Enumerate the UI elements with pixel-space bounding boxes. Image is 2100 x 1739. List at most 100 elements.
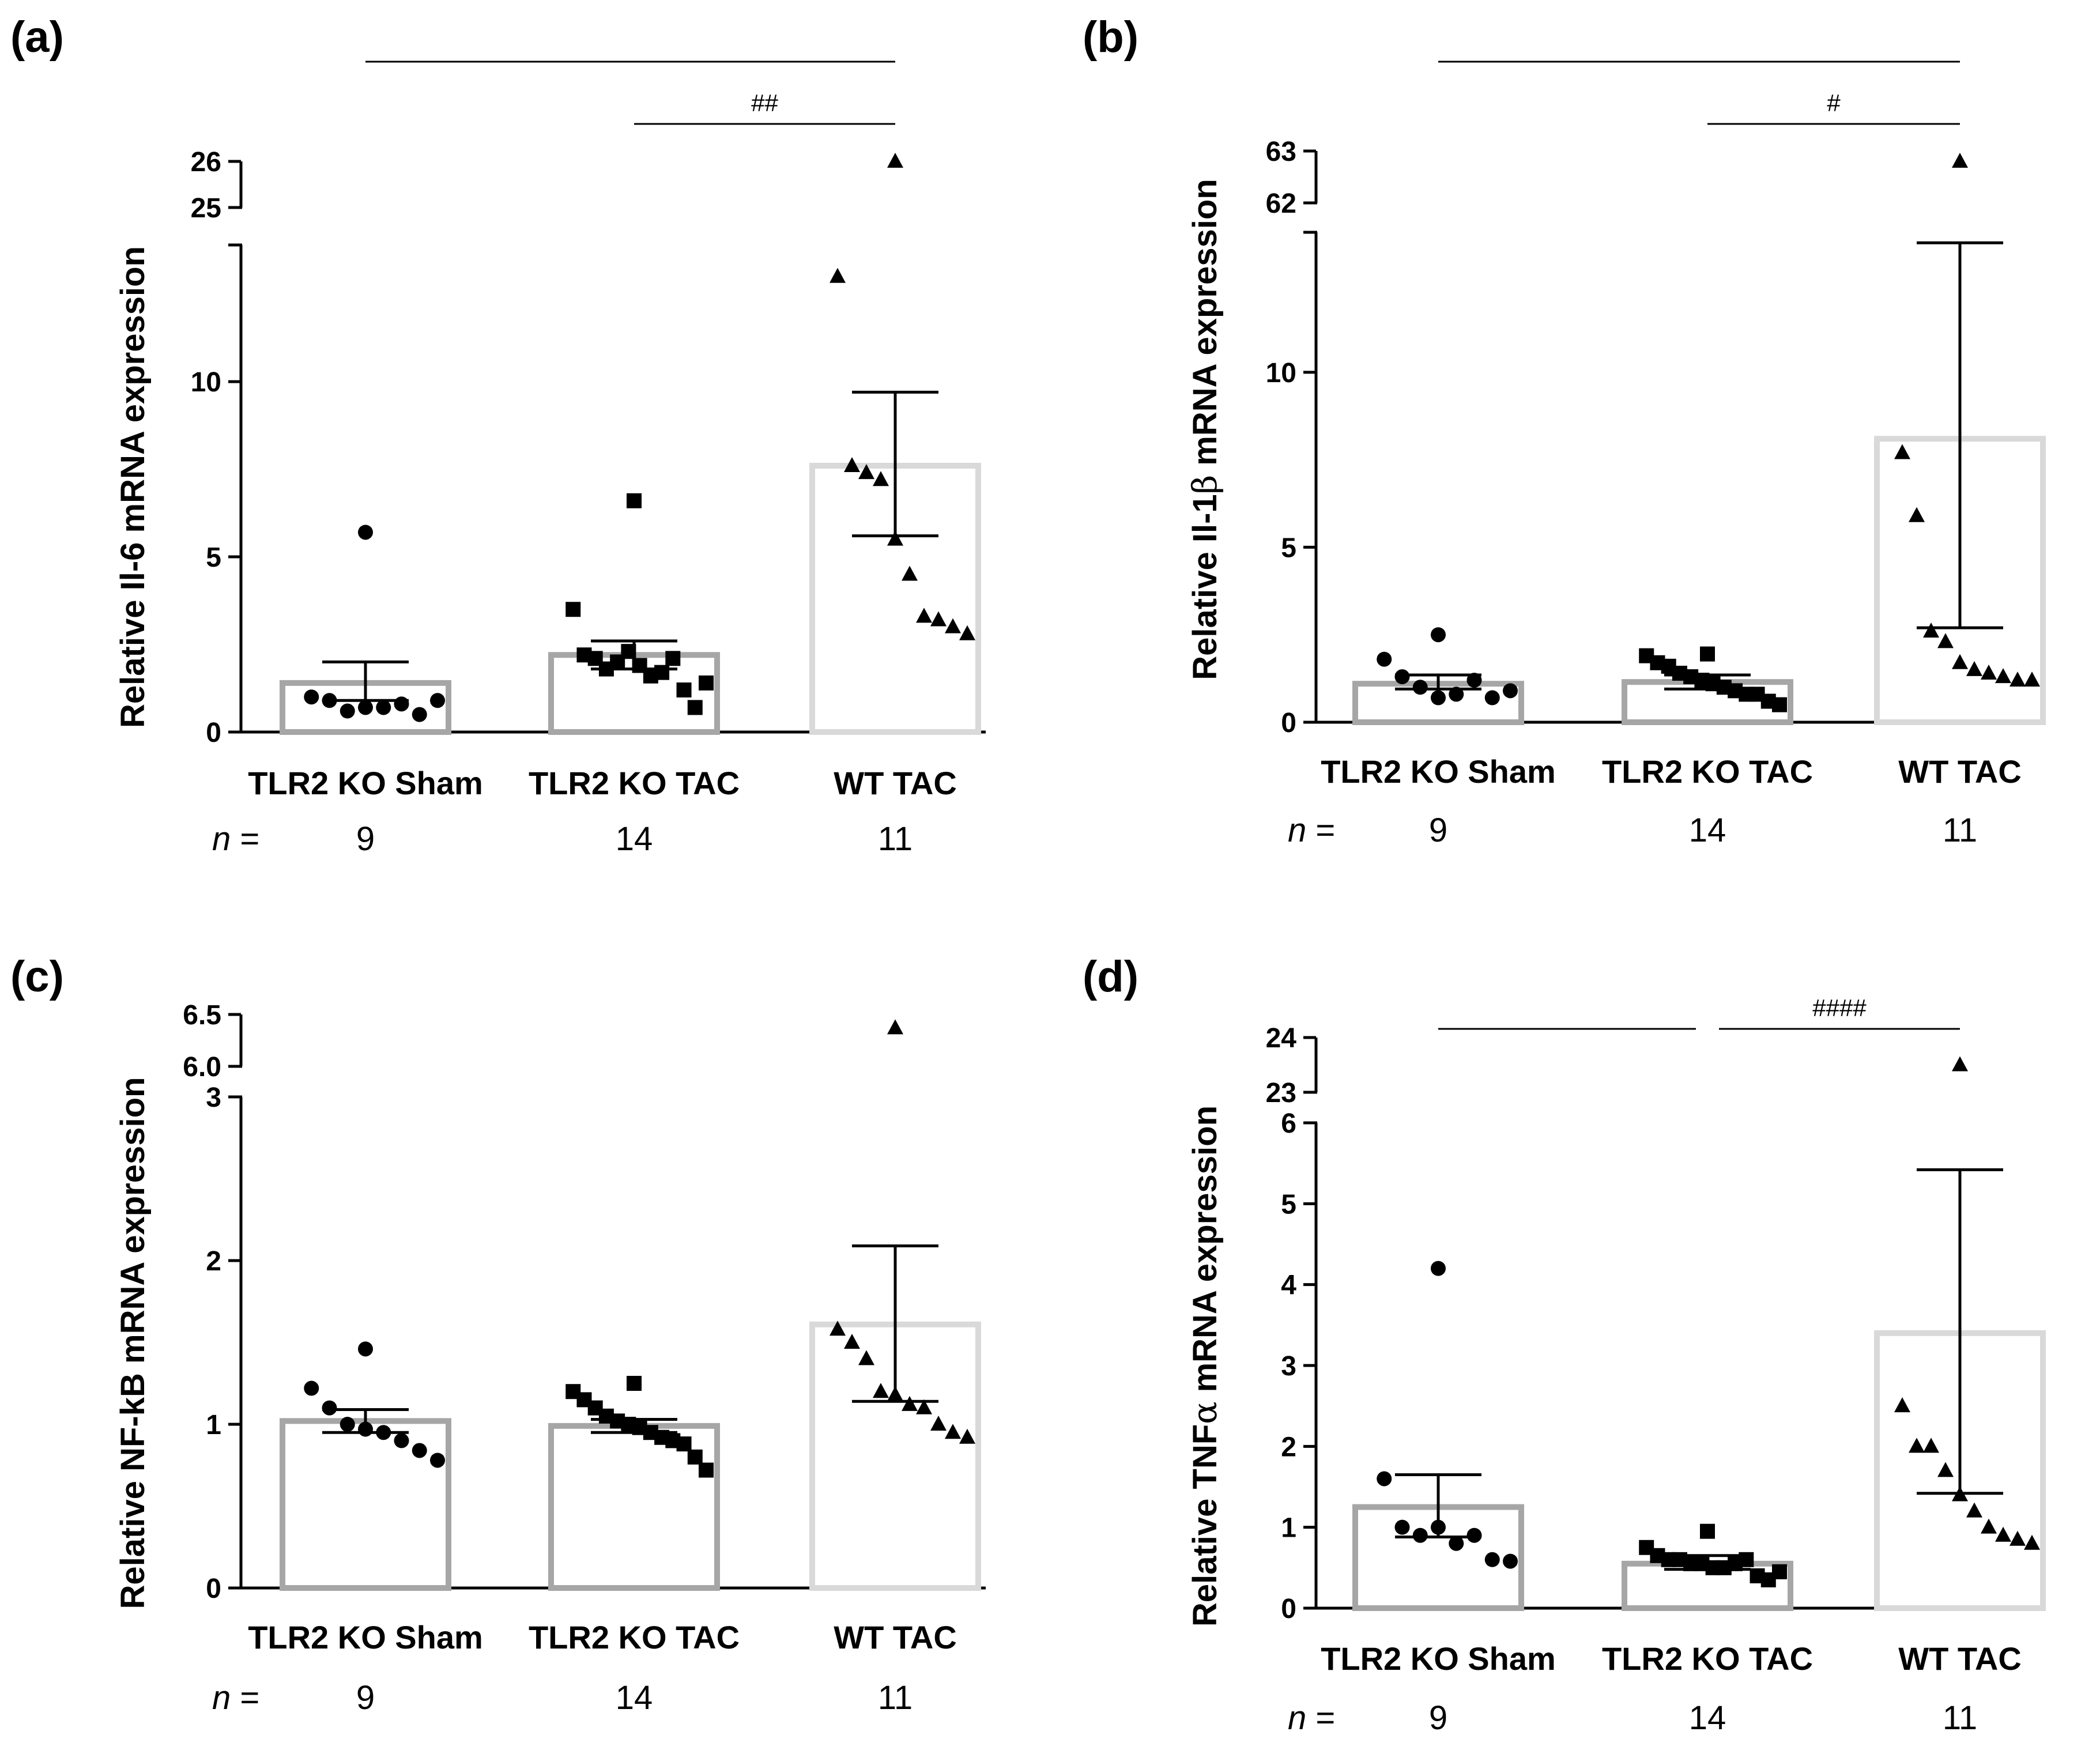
data-point [887, 1386, 903, 1401]
data-point [1377, 1471, 1392, 1487]
data-point [1952, 1486, 1968, 1502]
y-tick-label: 5 [206, 542, 221, 573]
n-label-equals: = [1306, 812, 1335, 849]
n-label-equals: = [231, 1679, 259, 1717]
data-point [887, 1019, 903, 1035]
y-tick-label: 25 [191, 193, 221, 224]
data-point [340, 703, 355, 719]
n-label: n = [1288, 812, 1335, 849]
data-point [699, 1462, 714, 1478]
data-point [687, 700, 703, 715]
n-value: 9 [1429, 1699, 1447, 1737]
data-point [627, 493, 642, 508]
data-point [2024, 1534, 2040, 1550]
data-point [1503, 683, 1518, 699]
panel-label: (d) [1083, 952, 1138, 1001]
data-point [1466, 673, 1482, 688]
data-point [676, 682, 692, 698]
data-point [873, 1383, 889, 1398]
data-point [858, 1350, 874, 1365]
panel-3: (c) 0 1 2 36.0 6.5 Relative NF-kB mRNA express… [10, 952, 986, 1717]
y-tick-label: 5 [1281, 1189, 1296, 1220]
n-label-italic: n [212, 820, 231, 858]
data-point [1923, 623, 1939, 638]
category-label: TLR2 KO TAC [529, 1619, 740, 1655]
data-point [565, 602, 581, 617]
data-point [322, 693, 337, 708]
data-point [1431, 1519, 1446, 1535]
data-point [1966, 1502, 1982, 1518]
y-axis-title-part: mRNA expression [1186, 179, 1224, 475]
data-point [1431, 627, 1446, 643]
data-point [687, 1449, 703, 1465]
y-axis-title-part: Relative NF-kB mRNA expression [114, 1077, 152, 1609]
y-tick-label: 10 [1266, 358, 1296, 388]
data-point [844, 1334, 860, 1349]
y-tick-label: 0 [1281, 1594, 1296, 1624]
data-point [430, 693, 445, 708]
data-point [945, 618, 961, 633]
y-tick-label: 24 [1266, 1023, 1297, 1054]
n-value: 14 [616, 1679, 653, 1717]
y-tick-label: 10 [191, 367, 221, 398]
y-axis-title: Relative Il-1β mRNA expression [1185, 179, 1224, 680]
data-point [1449, 1536, 1464, 1551]
data-point [1449, 686, 1464, 702]
data-point [1700, 1523, 1715, 1539]
significance-label: ## [751, 89, 778, 116]
y-tick-label: 1 [1281, 1513, 1296, 1544]
data-point [1484, 1552, 1500, 1567]
data-point [358, 1341, 373, 1357]
data-point [322, 1400, 337, 1416]
category-label: WT TAC [1898, 1640, 2022, 1677]
data-point [830, 1321, 846, 1336]
category-label: TLR2 KO TAC [1602, 753, 1813, 790]
n-value: 9 [1429, 812, 1447, 849]
y-tick-label: 0 [206, 1574, 221, 1604]
panel-1: (a) 0 5 10 25 26 Relative Il-6 mRNA expression… [10, 13, 986, 858]
data-point [1952, 654, 1968, 669]
n-label: n = [212, 820, 259, 858]
data-point [830, 267, 846, 283]
y-tick-label: 3 [206, 1082, 221, 1113]
data-point [1894, 444, 1910, 459]
data-point [902, 1395, 918, 1411]
data-point [358, 525, 373, 540]
category-label: TLR2 KO TAC [529, 765, 740, 801]
data-point [627, 1376, 642, 1391]
panel-label: (c) [10, 952, 64, 1001]
data-point [1981, 1518, 1997, 1534]
data-point [844, 457, 860, 472]
data-point [959, 1428, 975, 1444]
data-point [887, 153, 903, 168]
data-point [376, 700, 391, 715]
category-label: WT TAC [834, 765, 957, 801]
data-point [873, 471, 889, 486]
data-point [1952, 153, 1968, 168]
panel-label: (a) [10, 13, 64, 62]
data-point [959, 625, 975, 640]
significance-label: #### [1812, 994, 1867, 1021]
data-point [1966, 661, 1982, 676]
data-point [304, 689, 319, 705]
y-tick-label: 4 [1281, 1270, 1296, 1301]
y-axis-title-part: mRNA expression [1186, 1106, 1224, 1402]
data-point [654, 665, 670, 680]
data-point [1923, 1438, 1939, 1453]
y-axis-title-part: β [1185, 475, 1224, 495]
data-point [358, 1421, 373, 1437]
data-point [2009, 672, 2026, 687]
n-label-italic: n [1288, 812, 1306, 849]
data-point [376, 1425, 391, 1440]
n-value: 11 [878, 1679, 913, 1717]
n-value: 9 [356, 1679, 375, 1717]
data-point [430, 1453, 445, 1468]
data-point [2009, 1530, 2026, 1546]
y-tick-label: 62 [1266, 188, 1296, 219]
data-point [1394, 669, 1410, 685]
y-axis-title-part: Relative Il-1 [1186, 494, 1224, 680]
data-point [665, 651, 681, 666]
data-point [1937, 633, 1954, 648]
